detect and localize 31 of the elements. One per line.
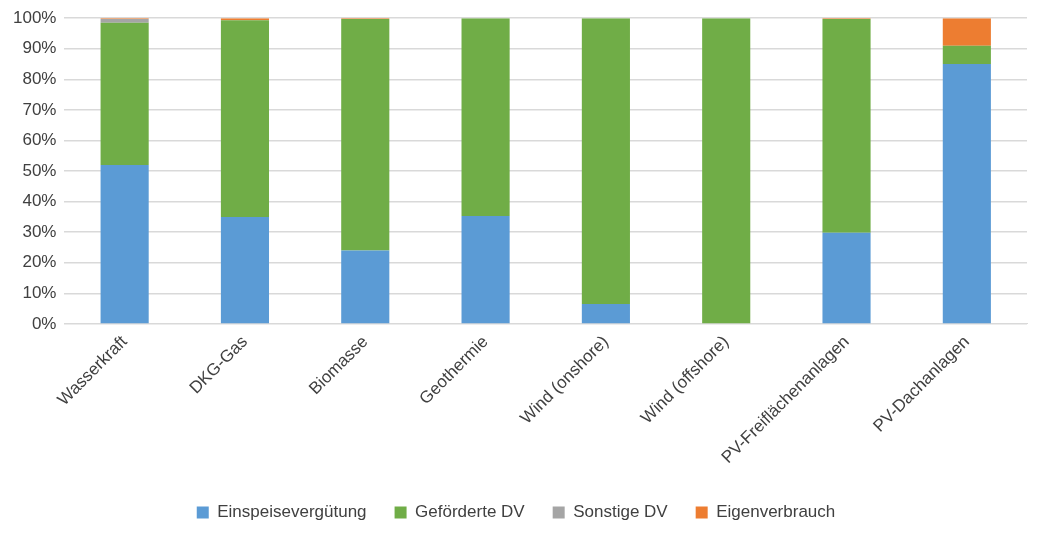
- y-tick-label: 70%: [22, 99, 57, 119]
- y-tick-label: 40%: [22, 191, 57, 211]
- y-tick-label: 30%: [22, 221, 57, 241]
- legend-label: Geförderte DV: [415, 502, 526, 522]
- bar: [100, 164, 149, 324]
- bar: [100, 22, 149, 165]
- bar: [581, 18, 630, 305]
- bar: [942, 64, 991, 324]
- bar: [942, 45, 991, 65]
- legend-label: Sonstige DV: [573, 502, 669, 522]
- bar: [220, 216, 270, 324]
- bar: [461, 18, 510, 217]
- y-tick-label: 80%: [22, 69, 57, 89]
- y-tick-label: 20%: [22, 252, 57, 272]
- bar: [220, 20, 270, 217]
- y-tick-label: 50%: [22, 160, 57, 180]
- y-tick-label: 0%: [31, 313, 57, 333]
- y-tick-label: 10%: [22, 283, 57, 303]
- bar: [822, 19, 871, 233]
- y-tick-label: 60%: [22, 130, 57, 150]
- bar: [822, 232, 871, 324]
- bar: [581, 304, 630, 324]
- bar: [341, 250, 390, 324]
- y-tick-label: 100%: [13, 7, 57, 27]
- legend-label: Einspeisevergütung: [217, 502, 367, 522]
- bar: [702, 18, 751, 324]
- bar: [461, 216, 510, 324]
- y-tick-label: 90%: [22, 38, 57, 58]
- bar: [341, 19, 390, 251]
- legend-label: Eigenverbrauch: [716, 502, 836, 522]
- bar: [942, 18, 991, 46]
